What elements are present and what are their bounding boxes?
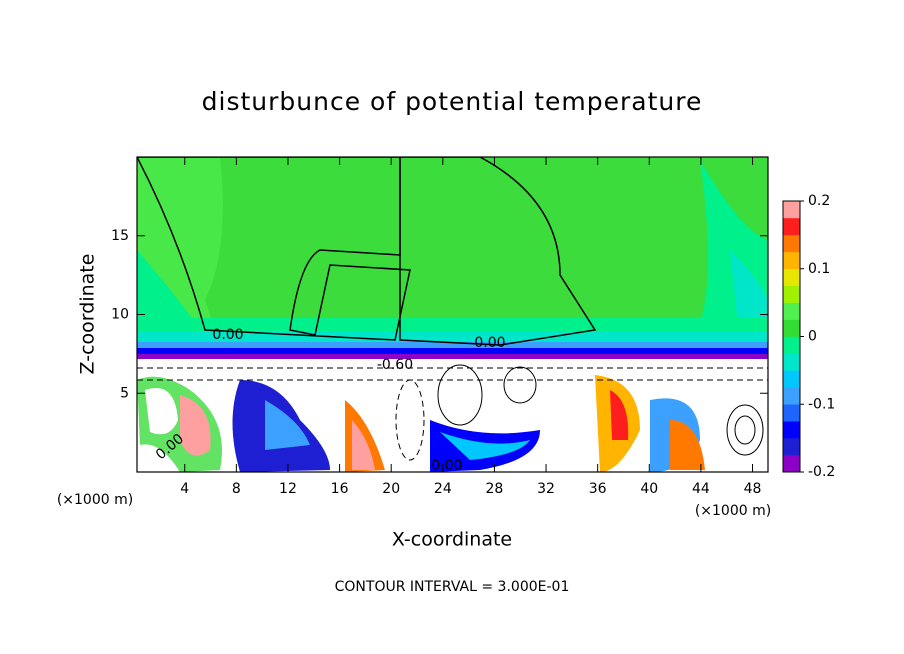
colorbar-swatch (783, 370, 800, 388)
x-tick-label: 4 (180, 481, 189, 497)
contour-label: 0.00 (474, 335, 505, 351)
y-tick-label: 5 (120, 385, 129, 401)
colorbar-swatch (783, 455, 800, 473)
colorbar-swatch (783, 336, 800, 354)
x-tick-label: 20 (382, 481, 400, 497)
colorbar-swatch (783, 353, 800, 371)
contour-field (137, 157, 768, 472)
x-tick-label: 32 (537, 481, 555, 497)
colorbar-tick-label: 0.1 (808, 261, 830, 277)
colorbar-swatch (783, 285, 800, 303)
colorbar-swatch (783, 387, 800, 405)
contour-label: -0.60 (377, 357, 413, 373)
colorbar-tick-label: -0.2 (808, 464, 835, 480)
colorbar-swatch (783, 268, 800, 286)
contour-label: 0.00 (212, 327, 243, 343)
x-unit-label: (×1000 m) (695, 503, 771, 519)
colorbar-tick-label: 0.2 (808, 193, 830, 209)
x-tick-label: 12 (279, 481, 297, 497)
x-tick-label: 36 (589, 481, 607, 497)
y-unit-label: (×1000 m) (57, 492, 133, 508)
x-tick-label: 16 (331, 481, 349, 497)
colorbar-swatch (783, 438, 800, 456)
y-axis-title: Z-coordinate (77, 254, 99, 375)
x-axis-title: X-coordinate (392, 529, 512, 551)
chart-title: disturbunce of potential temperature (202, 87, 703, 116)
colorbar-swatch (783, 421, 800, 439)
footnote: CONTOUR INTERVAL = 3.000E-01 (335, 579, 570, 595)
colorbar-swatch (783, 302, 800, 320)
x-tick-label: 24 (434, 481, 452, 497)
colorbar-tick-label: 0 (808, 329, 817, 345)
x-tick-label: 44 (692, 481, 710, 497)
contour-label: 0.00 (431, 458, 462, 474)
colorbar-swatch (783, 319, 800, 337)
colorbar-swatch (783, 201, 800, 219)
colorbar-tick-label: -0.1 (808, 396, 835, 412)
x-tick-label: 8 (232, 481, 241, 497)
y-tick-label: 15 (111, 228, 129, 244)
x-tick-label: 48 (744, 481, 762, 497)
colorbar-swatch (783, 234, 800, 253)
colorbar-swatch (783, 251, 800, 270)
colorbar-swatch (783, 404, 800, 422)
x-tick-label: 28 (486, 481, 504, 497)
x-tick-label: 40 (640, 481, 658, 497)
colorbar-swatch (783, 217, 800, 236)
y-tick-label: 10 (111, 307, 129, 323)
